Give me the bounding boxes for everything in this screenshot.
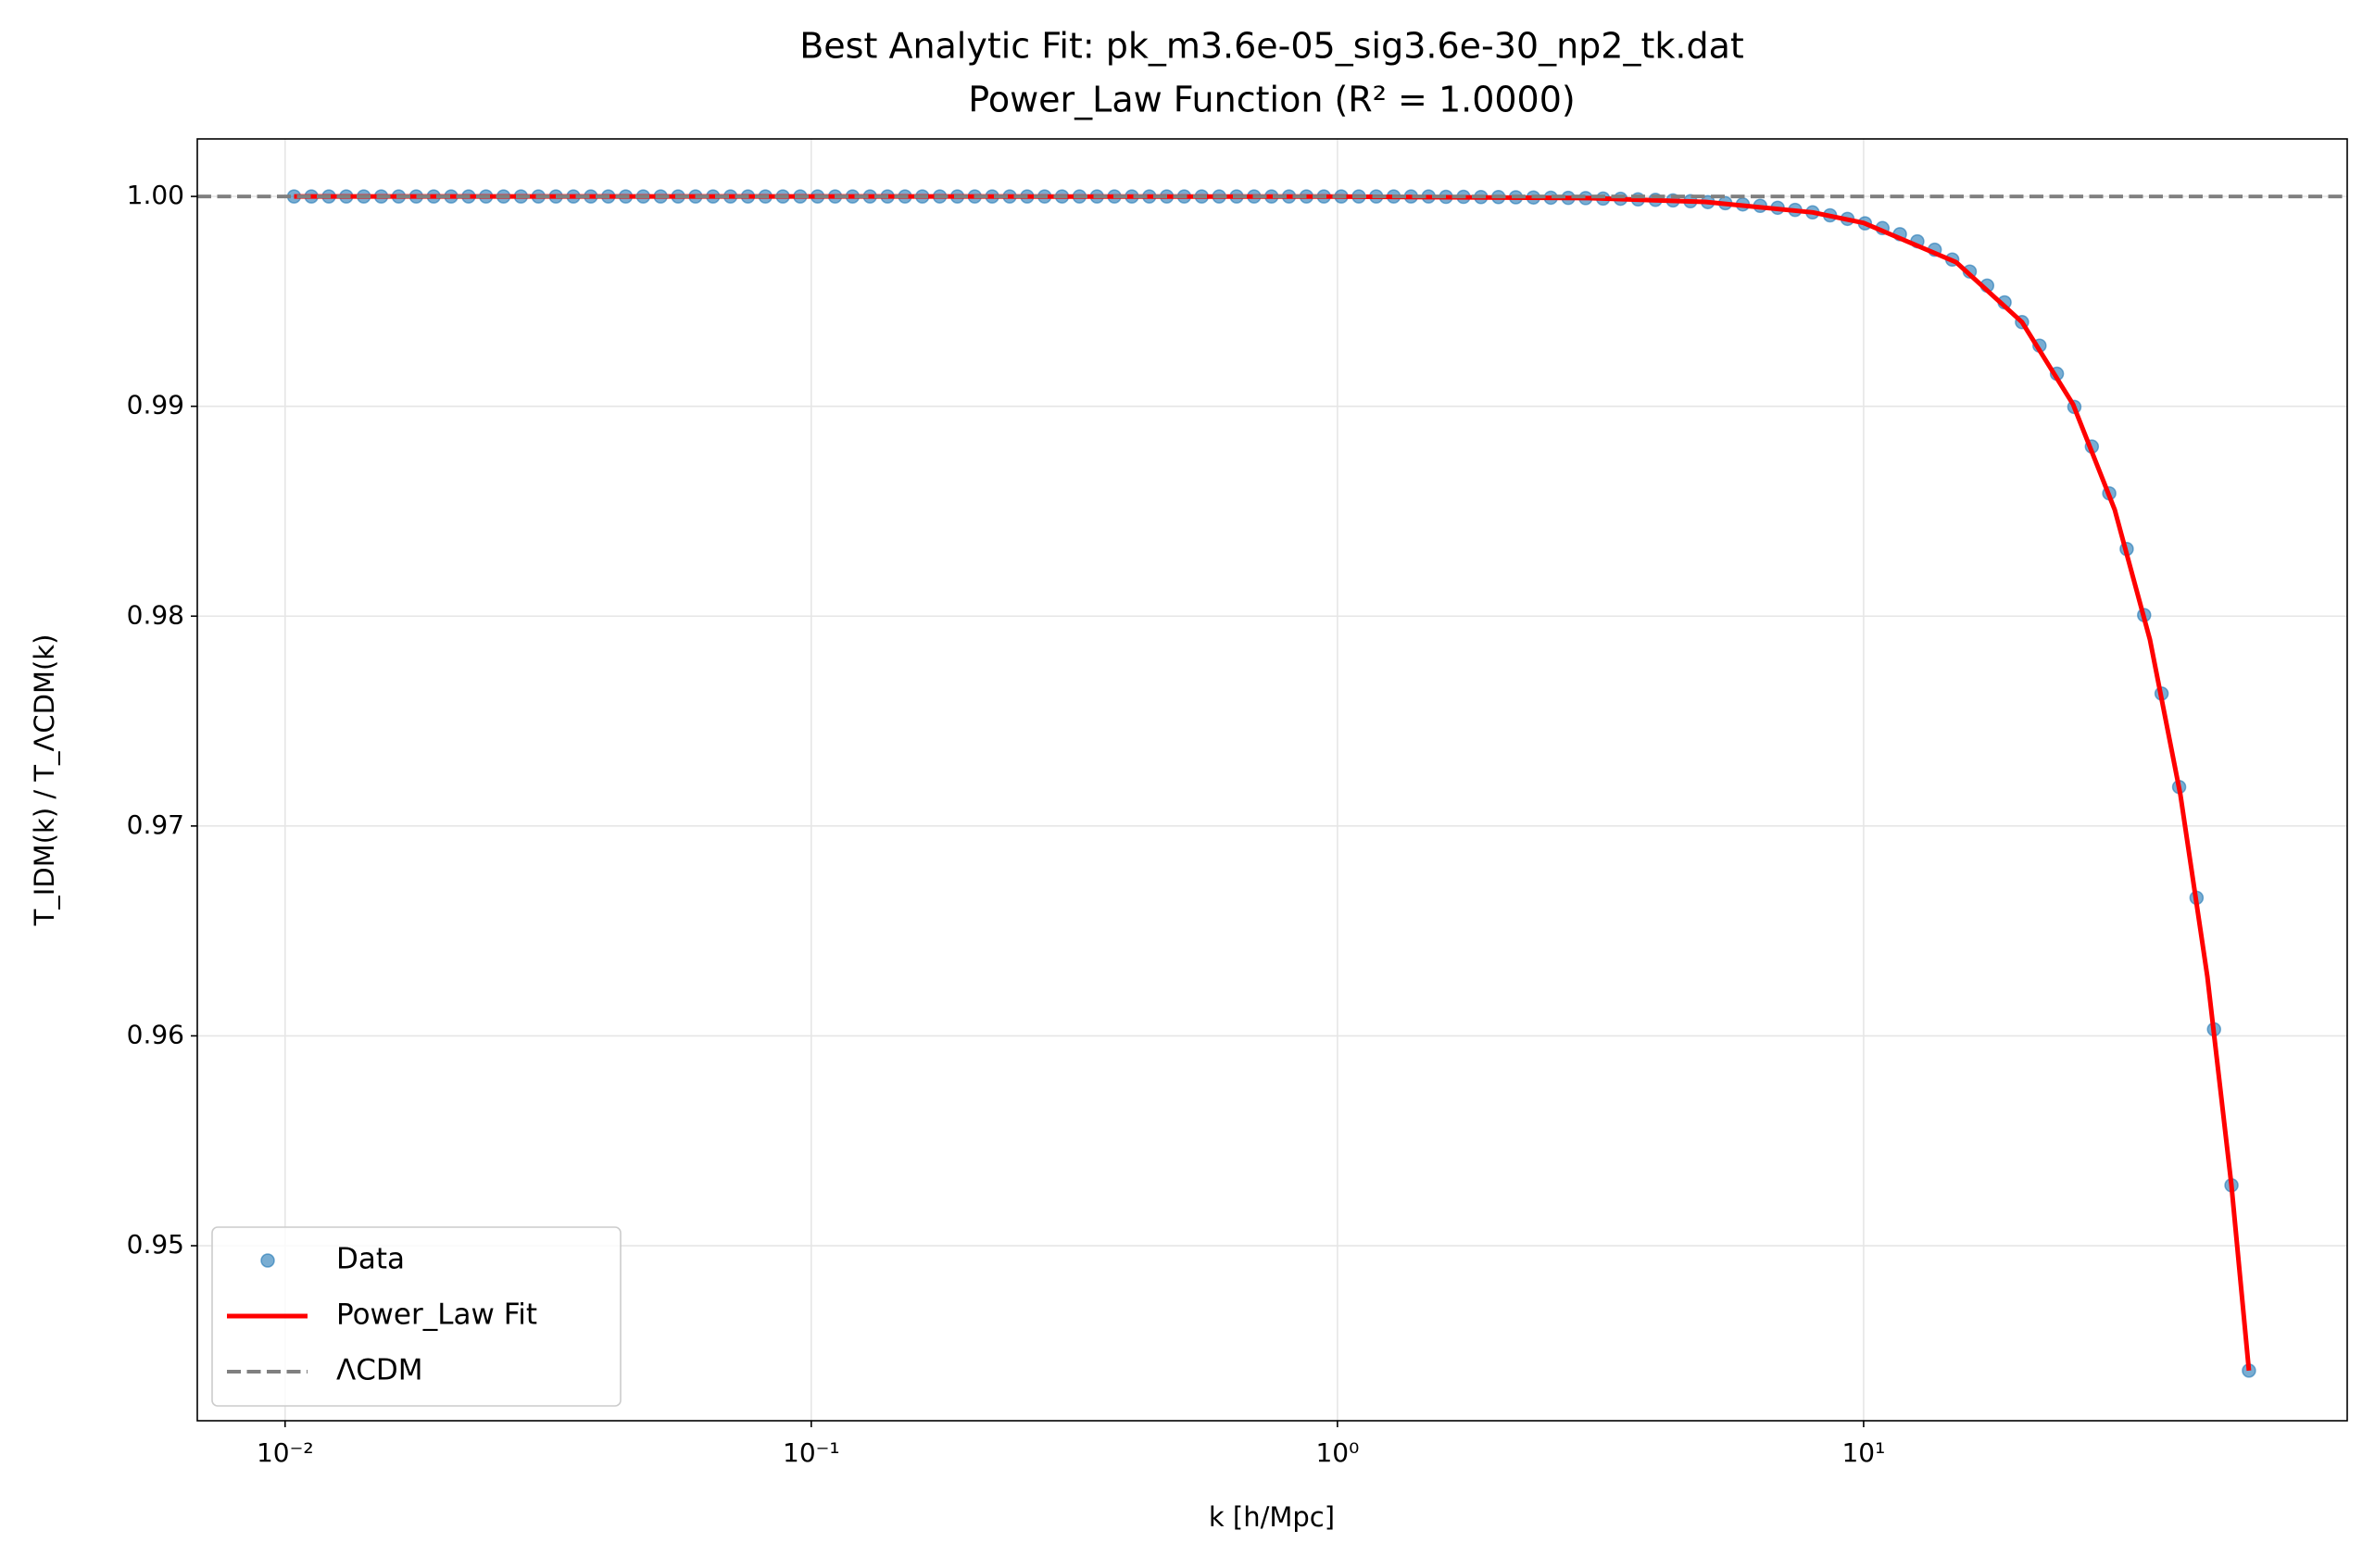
x-tick-label: 10⁻² — [257, 1437, 314, 1468]
x-tick-label: 10¹ — [1841, 1437, 1885, 1468]
plot-area — [197, 189, 2347, 1378]
y-tick-label: 0.99 — [127, 390, 184, 420]
chart-subtitle: Power_Law Function (R² = 1.0000) — [968, 80, 1575, 120]
y-tick-label: 0.96 — [127, 1019, 184, 1049]
legend: Data Power_Law Fit ΛCDM — [211, 1226, 622, 1407]
legend-label: Power_Law Fit — [336, 1298, 537, 1332]
legend-marker — [260, 1253, 275, 1268]
legend-box — [211, 1226, 622, 1407]
legend-label: Data — [336, 1243, 405, 1276]
y-axis-label: T_IDM(k) / T_ΛCDM(k) — [29, 634, 60, 927]
y-tick-label: 0.95 — [127, 1229, 184, 1260]
legend-label: ΛCDM — [336, 1354, 422, 1387]
y-tick-label: 0.97 — [127, 809, 184, 840]
y-tick-label: 0.98 — [127, 599, 184, 630]
x-tick-label: 10⁰ — [1315, 1437, 1359, 1468]
x-axis-label: k [h/Mpc] — [1209, 1501, 1335, 1533]
chart-title: Best Analytic Fit: pk_m3.6e-05_sig3.6e-3… — [799, 26, 1744, 67]
axes-frame — [196, 138, 2348, 1422]
x-tick-label: 10⁻¹ — [783, 1437, 840, 1468]
y-tick-label: 1.00 — [127, 180, 184, 210]
